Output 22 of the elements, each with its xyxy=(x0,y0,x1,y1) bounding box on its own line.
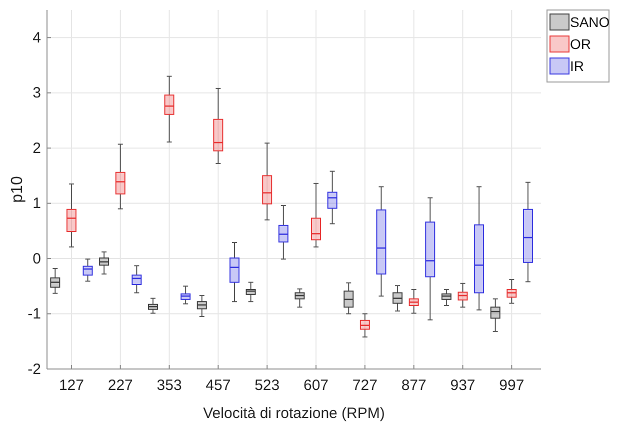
x-tick-label: 523 xyxy=(254,377,280,394)
x-tick-label: 997 xyxy=(499,377,524,394)
y-tick-label: 2 xyxy=(32,140,41,157)
x-tick-label: 457 xyxy=(206,377,231,394)
legend-label: OR xyxy=(570,36,591,52)
legend-label: IR xyxy=(570,58,584,74)
y-tick-label: 4 xyxy=(32,29,41,46)
y-axis-title: p10 xyxy=(9,176,26,203)
y-tick-label: 3 xyxy=(32,84,41,102)
x-tick-label: 937 xyxy=(450,377,476,394)
x-tick-label: 727 xyxy=(352,377,378,394)
y-tick-label: 0 xyxy=(32,250,41,268)
x-tick-label: 353 xyxy=(156,377,182,394)
y-tick-label: -2 xyxy=(28,360,41,378)
x-tick-label: 227 xyxy=(108,377,133,394)
x-axis-title: Velocità di rotazione (RPM) xyxy=(203,405,385,422)
legend-label: SANO xyxy=(570,14,610,30)
x-tick-label: 607 xyxy=(303,377,329,394)
y-tick-label: 1 xyxy=(32,195,41,212)
x-tick-label: 127 xyxy=(58,377,84,394)
x-tick-label: 877 xyxy=(401,377,426,394)
y-tick-label: -1 xyxy=(28,306,41,323)
